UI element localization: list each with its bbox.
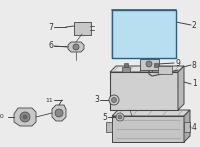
FancyBboxPatch shape — [140, 59, 158, 70]
Circle shape — [73, 44, 79, 50]
Bar — [112, 10, 176, 58]
Polygon shape — [52, 105, 66, 121]
Bar — [154, 63, 158, 67]
FancyBboxPatch shape — [74, 21, 90, 35]
Text: 10: 10 — [0, 115, 4, 120]
Text: 11: 11 — [45, 97, 53, 102]
Polygon shape — [184, 110, 190, 142]
Circle shape — [116, 113, 124, 121]
Text: 8: 8 — [192, 61, 197, 70]
Polygon shape — [112, 110, 190, 116]
Text: 7: 7 — [48, 22, 53, 31]
Circle shape — [112, 97, 116, 102]
Circle shape — [146, 61, 152, 67]
Text: 2: 2 — [192, 20, 197, 30]
Bar — [122, 67, 130, 72]
Polygon shape — [178, 66, 184, 110]
Polygon shape — [14, 108, 36, 126]
Circle shape — [23, 115, 27, 119]
Bar — [112, 116, 184, 142]
Circle shape — [20, 112, 30, 122]
Bar — [158, 66, 172, 74]
Polygon shape — [110, 66, 184, 72]
Text: 6: 6 — [48, 41, 53, 51]
Bar — [124, 63, 128, 67]
Text: 5: 5 — [102, 112, 107, 122]
Bar — [152, 67, 160, 72]
Text: 4: 4 — [192, 123, 197, 132]
Text: 3: 3 — [94, 96, 99, 105]
Text: 1: 1 — [192, 80, 197, 88]
Bar — [110, 72, 178, 110]
Circle shape — [118, 115, 122, 119]
Circle shape — [55, 109, 63, 117]
Bar — [106, 122, 112, 132]
Polygon shape — [68, 42, 84, 52]
Circle shape — [109, 95, 119, 105]
Bar — [184, 122, 190, 132]
Text: 9: 9 — [175, 59, 180, 67]
